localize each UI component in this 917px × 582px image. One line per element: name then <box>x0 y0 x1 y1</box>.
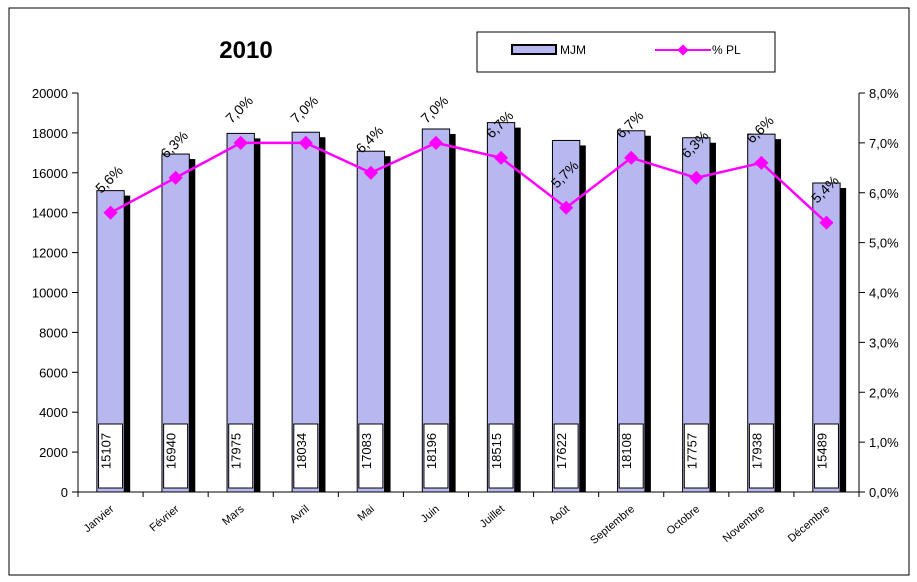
y-right-tick-label: 1,0% <box>869 435 899 450</box>
y-left-tick-label: 14000 <box>32 206 68 221</box>
pl-marker <box>363 165 378 180</box>
bar-value-box <box>163 423 189 489</box>
bar-value-label: 18196 <box>424 433 439 469</box>
y-left-tick-label: 2000 <box>39 445 68 460</box>
bar-value-label: 17938 <box>749 433 764 469</box>
bar-value-box <box>358 423 384 489</box>
pl-marker <box>559 200 574 215</box>
bar-value-label: 18515 <box>489 433 504 469</box>
bar-value-label: 18108 <box>619 433 634 469</box>
pl-marker <box>754 155 769 170</box>
pl-marker <box>428 135 444 150</box>
line-series <box>103 135 834 230</box>
y-right-tick-label: 3,0% <box>869 335 899 350</box>
y-right-tick-label: 7,0% <box>869 136 899 151</box>
bar-value-label: 16940 <box>164 433 179 469</box>
pl-marker <box>168 170 183 185</box>
bar-value-box <box>488 423 514 489</box>
bar-value-box <box>423 423 449 489</box>
legend-line-marker <box>677 44 689 56</box>
legend-line-label: % PL <box>712 43 741 57</box>
legend: MJM % PL <box>476 31 776 73</box>
y-left-tick-label: 0 <box>61 485 68 500</box>
data-labels: 15107 16940 17975 18034 17083 18196 18515 17622… <box>92 92 842 489</box>
y-left-tick-label: 8000 <box>39 325 68 340</box>
bar-value-label: 15489 <box>814 433 829 469</box>
y-left-tick-label: 10000 <box>32 286 68 301</box>
y-right-tick-label: 0,0% <box>869 485 899 500</box>
pl-marker <box>624 150 639 165</box>
bar-value-box <box>228 423 254 489</box>
pl-marker <box>819 215 834 230</box>
legend-bar-swatch <box>511 44 557 55</box>
bar-value-label: 17975 <box>229 433 244 469</box>
legend-bar-label: MJM <box>560 43 586 57</box>
pl-marker <box>493 150 509 165</box>
pl-marker <box>689 170 704 185</box>
y-right-tick-label: 2,0% <box>869 385 899 400</box>
bar-value-box <box>618 423 644 489</box>
bar-value-label: 17622 <box>554 433 569 469</box>
bar-value-box <box>293 423 319 489</box>
y-left-tick-label: 6000 <box>39 365 68 380</box>
bar-value-box <box>748 423 774 489</box>
bar-value-box <box>98 423 124 489</box>
pl-marker <box>233 135 248 150</box>
y-left-tick-label: 18000 <box>32 126 68 141</box>
chart-title: 2010 <box>219 37 272 64</box>
y-left-tick-label: 4000 <box>39 405 68 420</box>
pl-line <box>109 141 828 224</box>
bar-value-label: 15107 <box>99 433 114 469</box>
y-right-tick-label: 4,0% <box>869 286 899 301</box>
bar-value-box <box>813 423 839 489</box>
bar-value-label: 18034 <box>294 433 309 469</box>
pl-marker <box>298 135 313 150</box>
y-left-tick-label: 20000 <box>32 86 68 101</box>
y-right-tick-label: 6,0% <box>869 186 899 201</box>
y-right-tick-label: 5,0% <box>869 236 899 251</box>
y-left-tick-label: 16000 <box>32 166 68 181</box>
bar-value-label: 17757 <box>684 433 699 469</box>
y-left-tick-label: 12000 <box>32 246 68 261</box>
bar-value-box <box>553 423 579 489</box>
y-right-tick-label: 8,0% <box>869 86 899 101</box>
bar-value-box <box>683 423 709 489</box>
bar-value-label: 17083 <box>359 433 374 469</box>
